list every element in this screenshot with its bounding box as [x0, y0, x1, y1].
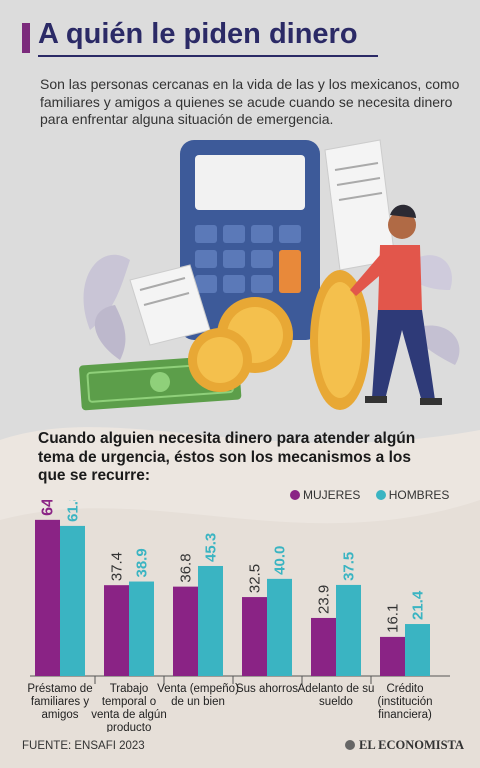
- bar-women-4: [311, 617, 336, 676]
- bar-women-0: [35, 519, 60, 676]
- bar-chart: 64.3 61.8 Préstamo de familiares y amigos 37.…: [27, 500, 450, 732]
- value-label-women-3: 32.5: [247, 564, 264, 593]
- title-accent-bar: [22, 23, 30, 53]
- title-underline: [38, 55, 378, 57]
- category-label-0: Préstamo de familiares y amigos: [27, 683, 92, 721]
- legend-swatch-women: [290, 490, 300, 500]
- bar-men-4: [336, 584, 361, 676]
- bar-men-3: [267, 578, 292, 676]
- bar-men-1: [129, 581, 154, 676]
- legend-item-women: MUJERES: [290, 488, 360, 502]
- bar-men-2: [198, 565, 223, 676]
- bar-men-5: [405, 624, 430, 676]
- value-label-men-5: 21.4: [410, 590, 427, 620]
- page-subtitle: Son las personas cercanas en la vida de …: [40, 76, 460, 127]
- legend-item-men: HOMBRES: [375, 488, 450, 502]
- page-title: A quién le piden dinero: [38, 18, 358, 50]
- bar-women-3: [242, 597, 267, 676]
- value-label-women-0: 64.3: [40, 500, 57, 516]
- brand-name: EL ECONOMISTA: [359, 738, 464, 752]
- bar-women-5: [380, 636, 405, 676]
- value-label-men-2: 45.3: [203, 533, 220, 562]
- bar-men-0: [60, 525, 85, 676]
- value-label-men-4: 37.5: [341, 552, 358, 581]
- legend-swatch-men: [375, 490, 386, 500]
- chart-legend: MUJERES HOMBRES: [290, 488, 461, 502]
- brand-logo-icon: [345, 740, 355, 750]
- value-label-women-2: 36.8: [178, 553, 195, 582]
- source-note: FUENTE: ENSAFI 2023: [22, 740, 145, 752]
- value-label-women-1: 37.4: [109, 552, 126, 581]
- money-calculator-illustration: [79, 139, 460, 411]
- bar-women-2: [173, 586, 198, 676]
- chart-question: Cuando alguien necesita dinero para aten…: [38, 430, 416, 484]
- publisher-brand: EL ECONOMISTA: [345, 738, 464, 753]
- value-label-men-3: 40.0: [272, 546, 289, 575]
- value-label-men-1: 38.9: [134, 548, 151, 577]
- value-label-women-4: 23.9: [316, 585, 333, 614]
- legend-label-women: MUJERES: [303, 488, 361, 502]
- category-label-5: Crédito (institución financiera): [378, 683, 433, 721]
- category-label-3: Sus ahorros: [236, 683, 298, 695]
- bar-women-1: [104, 585, 129, 676]
- value-label-men-0: 61.8: [65, 500, 82, 522]
- category-label-1: Trabajo temporal o venta de algún producto: [91, 683, 166, 732]
- category-label-2: Venta (empeño) de un bien: [157, 683, 239, 708]
- legend-label-men: HOMBRES: [388, 488, 450, 502]
- value-label-women-5: 16.1: [385, 604, 402, 633]
- category-label-4: Adelanto de su sueldo: [298, 683, 375, 708]
